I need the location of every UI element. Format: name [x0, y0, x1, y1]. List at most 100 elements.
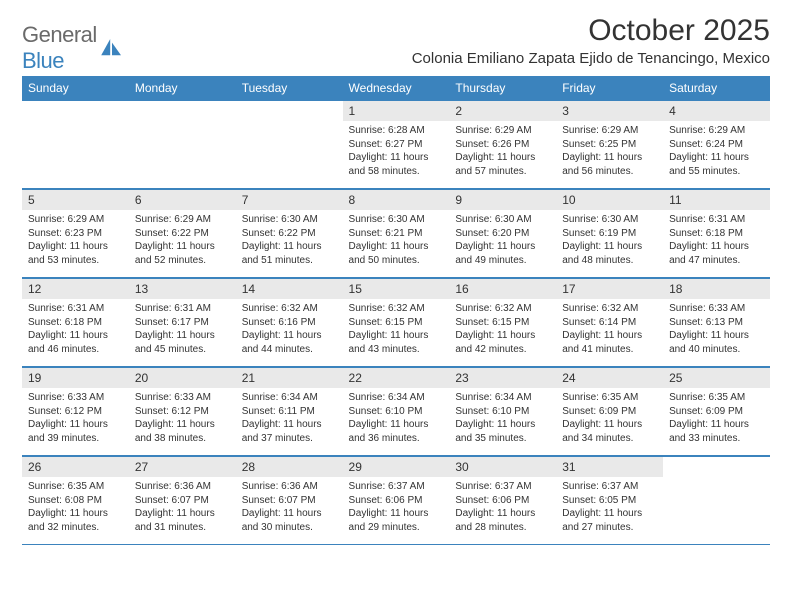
- day-number: 13: [129, 278, 236, 299]
- calendar-empty-cell: [129, 100, 236, 189]
- day-info: Sunrise: 6:28 AMSunset: 6:27 PMDaylight:…: [343, 121, 450, 188]
- header: General Blue October 2025 Colonia Emilia…: [22, 14, 770, 74]
- day-number: 30: [449, 456, 556, 477]
- calendar-week-row: 12Sunrise: 6:31 AMSunset: 6:18 PMDayligh…: [22, 278, 770, 367]
- day-info: Sunrise: 6:33 AMSunset: 6:12 PMDaylight:…: [129, 388, 236, 455]
- calendar-day-cell: 11Sunrise: 6:31 AMSunset: 6:18 PMDayligh…: [663, 189, 770, 278]
- weekday-header-row: SundayMondayTuesdayWednesdayThursdayFrid…: [22, 76, 770, 100]
- calendar-week-row: 1Sunrise: 6:28 AMSunset: 6:27 PMDaylight…: [22, 100, 770, 189]
- day-info: Sunrise: 6:34 AMSunset: 6:11 PMDaylight:…: [236, 388, 343, 455]
- day-number: 16: [449, 278, 556, 299]
- day-info: [22, 121, 129, 175]
- day-info: Sunrise: 6:30 AMSunset: 6:20 PMDaylight:…: [449, 210, 556, 277]
- day-number: 10: [556, 189, 663, 210]
- day-info: Sunrise: 6:30 AMSunset: 6:19 PMDaylight:…: [556, 210, 663, 277]
- calendar-day-cell: 5Sunrise: 6:29 AMSunset: 6:23 PMDaylight…: [22, 189, 129, 278]
- day-number: 19: [22, 367, 129, 388]
- day-number: 31: [556, 456, 663, 477]
- day-number: 1: [343, 100, 450, 121]
- calendar-empty-cell: [236, 100, 343, 189]
- day-info: Sunrise: 6:37 AMSunset: 6:05 PMDaylight:…: [556, 477, 663, 544]
- day-info: Sunrise: 6:31 AMSunset: 6:17 PMDaylight:…: [129, 299, 236, 366]
- day-info: Sunrise: 6:29 AMSunset: 6:23 PMDaylight:…: [22, 210, 129, 277]
- calendar-day-cell: 25Sunrise: 6:35 AMSunset: 6:09 PMDayligh…: [663, 367, 770, 456]
- day-number: 23: [449, 367, 556, 388]
- day-number: 18: [663, 278, 770, 299]
- day-info: Sunrise: 6:31 AMSunset: 6:18 PMDaylight:…: [663, 210, 770, 277]
- calendar-day-cell: 19Sunrise: 6:33 AMSunset: 6:12 PMDayligh…: [22, 367, 129, 456]
- calendar-day-cell: 18Sunrise: 6:33 AMSunset: 6:13 PMDayligh…: [663, 278, 770, 367]
- calendar-day-cell: 30Sunrise: 6:37 AMSunset: 6:06 PMDayligh…: [449, 456, 556, 545]
- day-number: 20: [129, 367, 236, 388]
- day-number: 28: [236, 456, 343, 477]
- day-info: Sunrise: 6:33 AMSunset: 6:12 PMDaylight:…: [22, 388, 129, 455]
- calendar-day-cell: 29Sunrise: 6:37 AMSunset: 6:06 PMDayligh…: [343, 456, 450, 545]
- day-number: 8: [343, 189, 450, 210]
- calendar-day-cell: 16Sunrise: 6:32 AMSunset: 6:15 PMDayligh…: [449, 278, 556, 367]
- day-info: Sunrise: 6:29 AMSunset: 6:22 PMDaylight:…: [129, 210, 236, 277]
- day-info: Sunrise: 6:29 AMSunset: 6:26 PMDaylight:…: [449, 121, 556, 188]
- calendar-day-cell: 10Sunrise: 6:30 AMSunset: 6:19 PMDayligh…: [556, 189, 663, 278]
- day-number: 25: [663, 367, 770, 388]
- day-info: Sunrise: 6:34 AMSunset: 6:10 PMDaylight:…: [343, 388, 450, 455]
- logo-word2: Blue: [22, 48, 64, 73]
- calendar-day-cell: 22Sunrise: 6:34 AMSunset: 6:10 PMDayligh…: [343, 367, 450, 456]
- day-number: 5: [22, 189, 129, 210]
- calendar-week-row: 26Sunrise: 6:35 AMSunset: 6:08 PMDayligh…: [22, 456, 770, 545]
- day-number: 2: [449, 100, 556, 121]
- day-number: 21: [236, 367, 343, 388]
- day-number: 26: [22, 456, 129, 477]
- calendar-day-cell: 20Sunrise: 6:33 AMSunset: 6:12 PMDayligh…: [129, 367, 236, 456]
- calendar-day-cell: 2Sunrise: 6:29 AMSunset: 6:26 PMDaylight…: [449, 100, 556, 189]
- calendar-day-cell: 26Sunrise: 6:35 AMSunset: 6:08 PMDayligh…: [22, 456, 129, 545]
- day-info: Sunrise: 6:34 AMSunset: 6:10 PMDaylight:…: [449, 388, 556, 455]
- day-number: 24: [556, 367, 663, 388]
- day-number: [663, 456, 770, 477]
- day-number: 27: [129, 456, 236, 477]
- day-number: 15: [343, 278, 450, 299]
- month-title: October 2025: [412, 14, 770, 48]
- day-number: 14: [236, 278, 343, 299]
- day-number: 3: [556, 100, 663, 121]
- day-number: 29: [343, 456, 450, 477]
- weekday-header: Saturday: [663, 76, 770, 100]
- weekday-header: Monday: [129, 76, 236, 100]
- day-info: Sunrise: 6:32 AMSunset: 6:14 PMDaylight:…: [556, 299, 663, 366]
- calendar-day-cell: 17Sunrise: 6:32 AMSunset: 6:14 PMDayligh…: [556, 278, 663, 367]
- day-info: [129, 121, 236, 175]
- calendar-day-cell: 7Sunrise: 6:30 AMSunset: 6:22 PMDaylight…: [236, 189, 343, 278]
- calendar-day-cell: 9Sunrise: 6:30 AMSunset: 6:20 PMDaylight…: [449, 189, 556, 278]
- calendar-day-cell: 23Sunrise: 6:34 AMSunset: 6:10 PMDayligh…: [449, 367, 556, 456]
- logo-text: General Blue: [22, 22, 97, 74]
- day-info: Sunrise: 6:30 AMSunset: 6:22 PMDaylight:…: [236, 210, 343, 277]
- day-number: 9: [449, 189, 556, 210]
- weekday-header: Thursday: [449, 76, 556, 100]
- day-number: [236, 100, 343, 121]
- day-info: Sunrise: 6:29 AMSunset: 6:24 PMDaylight:…: [663, 121, 770, 188]
- calendar-day-cell: 1Sunrise: 6:28 AMSunset: 6:27 PMDaylight…: [343, 100, 450, 189]
- logo-sail-icon: [101, 39, 123, 57]
- day-info: Sunrise: 6:32 AMSunset: 6:15 PMDaylight:…: [343, 299, 450, 366]
- day-info: Sunrise: 6:36 AMSunset: 6:07 PMDaylight:…: [236, 477, 343, 544]
- day-info: Sunrise: 6:35 AMSunset: 6:09 PMDaylight:…: [556, 388, 663, 455]
- calendar-day-cell: 27Sunrise: 6:36 AMSunset: 6:07 PMDayligh…: [129, 456, 236, 545]
- weekday-header: Wednesday: [343, 76, 450, 100]
- day-info: Sunrise: 6:33 AMSunset: 6:13 PMDaylight:…: [663, 299, 770, 366]
- calendar-day-cell: 4Sunrise: 6:29 AMSunset: 6:24 PMDaylight…: [663, 100, 770, 189]
- day-number: 11: [663, 189, 770, 210]
- logo-word1: General: [22, 22, 97, 47]
- day-number: [129, 100, 236, 121]
- calendar-day-cell: 3Sunrise: 6:29 AMSunset: 6:25 PMDaylight…: [556, 100, 663, 189]
- day-number: 12: [22, 278, 129, 299]
- day-number: 4: [663, 100, 770, 121]
- weekday-header: Sunday: [22, 76, 129, 100]
- day-info: Sunrise: 6:32 AMSunset: 6:15 PMDaylight:…: [449, 299, 556, 366]
- calendar-day-cell: 31Sunrise: 6:37 AMSunset: 6:05 PMDayligh…: [556, 456, 663, 545]
- calendar-day-cell: 15Sunrise: 6:32 AMSunset: 6:15 PMDayligh…: [343, 278, 450, 367]
- day-info: Sunrise: 6:32 AMSunset: 6:16 PMDaylight:…: [236, 299, 343, 366]
- day-info: Sunrise: 6:35 AMSunset: 6:09 PMDaylight:…: [663, 388, 770, 455]
- calendar-day-cell: 8Sunrise: 6:30 AMSunset: 6:21 PMDaylight…: [343, 189, 450, 278]
- calendar-week-row: 5Sunrise: 6:29 AMSunset: 6:23 PMDaylight…: [22, 189, 770, 278]
- day-info: [663, 477, 770, 531]
- day-info: Sunrise: 6:37 AMSunset: 6:06 PMDaylight:…: [343, 477, 450, 544]
